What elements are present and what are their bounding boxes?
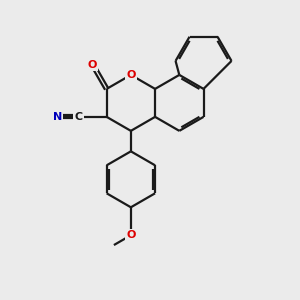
- Text: O: O: [88, 60, 97, 70]
- Text: C: C: [75, 112, 83, 122]
- Text: O: O: [126, 70, 136, 80]
- Text: N: N: [53, 112, 62, 122]
- Text: O: O: [126, 230, 136, 240]
